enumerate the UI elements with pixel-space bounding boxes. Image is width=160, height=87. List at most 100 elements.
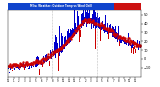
Bar	[23, 63, 24, 65]
Bar	[58, 53, 59, 71]
Bar	[109, 25, 110, 33]
Bar	[55, 35, 56, 58]
Bar	[30, 65, 31, 66]
Bar	[91, 11, 92, 25]
Bar	[127, 40, 128, 42]
Bar	[68, 29, 69, 41]
Bar	[135, 49, 136, 53]
Bar	[139, 41, 140, 47]
Bar	[123, 40, 124, 42]
Bar	[90, 18, 91, 23]
Bar	[92, 24, 93, 41]
Bar	[9, 72, 10, 73]
Bar	[31, 66, 32, 68]
Bar	[61, 33, 62, 53]
Bar	[83, 0, 84, 26]
Bar	[10, 69, 11, 70]
Bar	[69, 35, 70, 43]
Bar	[72, 28, 73, 38]
Bar	[129, 43, 130, 45]
Bar	[117, 33, 118, 42]
Bar	[52, 50, 53, 57]
Bar	[102, 21, 103, 29]
Bar	[13, 66, 14, 67]
Bar	[32, 65, 33, 66]
Bar	[116, 32, 117, 39]
Bar	[16, 67, 17, 68]
Bar	[116, 29, 117, 38]
Bar	[71, 30, 72, 38]
Bar	[73, 29, 74, 35]
Bar	[98, 18, 99, 28]
Bar	[17, 67, 18, 68]
Bar	[21, 66, 22, 68]
Bar	[94, 10, 95, 26]
Bar	[49, 61, 50, 66]
Bar	[89, 0, 90, 24]
Bar	[75, 23, 76, 34]
Bar	[43, 58, 44, 62]
Bar	[97, 13, 98, 27]
Bar	[137, 40, 138, 47]
Bar	[98, 29, 99, 44]
Bar	[28, 64, 29, 66]
Bar	[132, 42, 133, 48]
Bar	[45, 55, 46, 61]
Bar	[105, 15, 106, 31]
Bar	[76, 27, 77, 31]
Bar	[140, 47, 141, 50]
Bar	[14, 68, 15, 70]
Bar	[138, 48, 139, 50]
Bar	[18, 67, 19, 69]
Bar	[29, 68, 30, 69]
Bar	[92, 13, 93, 24]
Bar	[109, 24, 110, 35]
Bar	[104, 26, 105, 33]
Bar	[96, 17, 97, 27]
Bar	[63, 48, 64, 60]
Bar	[80, 23, 81, 30]
Bar	[106, 29, 107, 32]
Bar	[27, 65, 28, 67]
Bar	[57, 43, 58, 53]
Bar	[86, 13, 87, 27]
Bar	[64, 49, 65, 62]
Bar	[39, 69, 40, 75]
Bar	[115, 26, 116, 39]
Bar	[93, 0, 94, 28]
Bar	[39, 60, 40, 65]
Bar	[56, 37, 57, 53]
Bar	[121, 39, 122, 44]
Bar	[22, 66, 23, 67]
Bar	[127, 42, 128, 43]
Bar	[34, 67, 35, 69]
Bar	[37, 56, 38, 66]
Bar	[53, 51, 54, 56]
Bar	[51, 52, 52, 59]
Bar	[103, 26, 104, 31]
Bar	[115, 26, 116, 37]
Bar	[19, 69, 20, 70]
Bar	[46, 54, 47, 62]
Bar	[35, 64, 36, 67]
Bar	[133, 40, 134, 46]
Bar	[80, 30, 81, 37]
Bar	[110, 31, 111, 35]
Bar	[100, 28, 101, 41]
Bar	[40, 61, 41, 64]
Bar	[74, 3, 75, 36]
Bar	[47, 56, 48, 62]
Bar	[131, 47, 132, 53]
Bar	[134, 46, 135, 49]
Bar	[10, 67, 11, 70]
Bar	[16, 67, 17, 68]
Bar	[77, 11, 78, 32]
Bar	[104, 24, 105, 33]
Bar	[40, 56, 41, 64]
Bar	[95, 27, 96, 49]
Bar	[17, 65, 18, 67]
Bar	[74, 25, 75, 36]
Bar	[51, 52, 52, 57]
Bar	[60, 46, 61, 52]
Bar	[36, 60, 37, 67]
